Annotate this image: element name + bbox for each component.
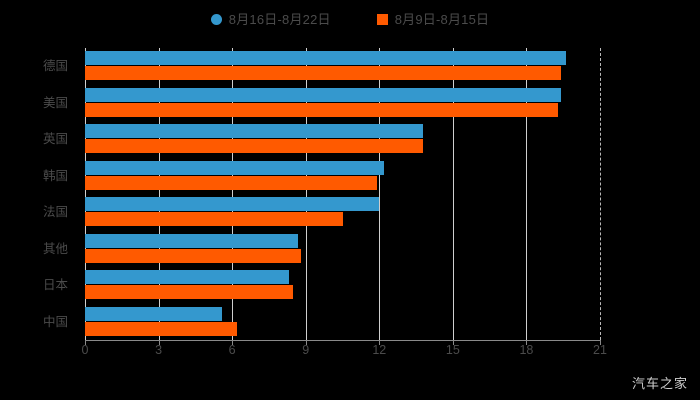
x-axis-tick-mark	[600, 340, 601, 345]
bar-series-1[interactable]	[85, 51, 566, 65]
x-axis-tick-mark	[452, 340, 454, 345]
bar-group	[85, 158, 600, 195]
gridline	[85, 48, 86, 340]
y-axis-labels: 德国美国英国韩国法国其他日本中国	[0, 48, 78, 340]
y-axis-tick-label: 中国	[42, 314, 68, 329]
x-axis-tick-label: 21	[593, 343, 607, 357]
x-axis-tick-mark	[305, 340, 307, 345]
y-axis-tick-label: 日本	[42, 278, 68, 293]
x-axis-line	[85, 340, 600, 341]
y-axis-tick-label: 法国	[42, 205, 68, 220]
bar-group	[85, 121, 600, 158]
legend-item-label: 8月16日-8月22日	[228, 11, 331, 27]
bar-group	[85, 231, 600, 268]
bar-series-1[interactable]	[85, 160, 385, 175]
x-axis-tick-label: 15	[445, 343, 460, 357]
x-axis-tick-label: 0	[81, 343, 89, 357]
bar-series-2[interactable]	[85, 321, 238, 336]
x-axis-tick-label: 3	[155, 343, 163, 357]
x-axis-tick-label: 18	[519, 343, 534, 357]
x-axis-tick-mark	[379, 340, 381, 345]
bar-series-2[interactable]	[85, 66, 561, 80]
bar-series-2[interactable]	[85, 248, 301, 263]
y-axis-tick-label: 其他	[42, 241, 68, 256]
y-axis-tick-label: 美国	[42, 95, 68, 110]
bar-series-1[interactable]	[85, 306, 223, 321]
watermark: 汽车之家	[631, 376, 688, 391]
y-axis-tick-label: 韩国	[42, 168, 68, 183]
gridline	[600, 48, 601, 340]
gridline	[232, 48, 234, 340]
bar-series-1[interactable]	[85, 87, 561, 102]
bar-series-2[interactable]	[85, 102, 559, 117]
y-axis-tick-label: 德国	[42, 59, 68, 74]
bar-group	[85, 85, 600, 122]
bar-group	[85, 304, 600, 341]
bar-series-1[interactable]	[85, 197, 380, 211]
y-axis-tick-label: 英国	[42, 132, 68, 147]
bar-group	[85, 194, 600, 231]
x-axis-tick-label: 12	[372, 343, 387, 357]
legend-item-label: 8月9日-8月15日	[394, 11, 490, 27]
legend-item[interactable]: 8月9日-8月15日	[376, 11, 490, 27]
x-axis-tick-mark	[158, 340, 160, 345]
bar-group	[85, 267, 600, 304]
gridline	[379, 48, 381, 340]
gridline	[305, 48, 307, 340]
bar-group	[85, 48, 600, 85]
gridline	[526, 48, 528, 340]
bar-series-1[interactable]	[85, 270, 289, 284]
gridline	[452, 48, 454, 340]
x-axis-tick-label: 6	[228, 343, 236, 357]
x-axis-tick-mark	[526, 340, 528, 345]
bar-series-1[interactable]	[85, 124, 424, 138]
bar-series-2[interactable]	[85, 212, 343, 226]
chart-legend: 8月16日-8月22日 8月9日-8月15日	[0, 8, 700, 30]
gridline	[158, 48, 160, 340]
x-axis-labels: 0 3 6 9 12 15 18 21	[0, 344, 700, 364]
x-axis-tick-label: 9	[302, 343, 310, 357]
legend-item[interactable]: 8月16日-8月22日	[210, 11, 331, 27]
bar-series-2[interactable]	[85, 139, 424, 153]
bar-series-1[interactable]	[85, 233, 299, 248]
bar-series-2[interactable]	[85, 285, 294, 299]
bar-series-2[interactable]	[85, 175, 377, 190]
x-axis-tick-mark	[85, 340, 86, 345]
legend-swatch-icon	[210, 13, 222, 25]
x-axis-tick-mark	[232, 340, 234, 345]
plot-area	[85, 48, 601, 341]
legend-swatch-icon	[376, 13, 388, 25]
